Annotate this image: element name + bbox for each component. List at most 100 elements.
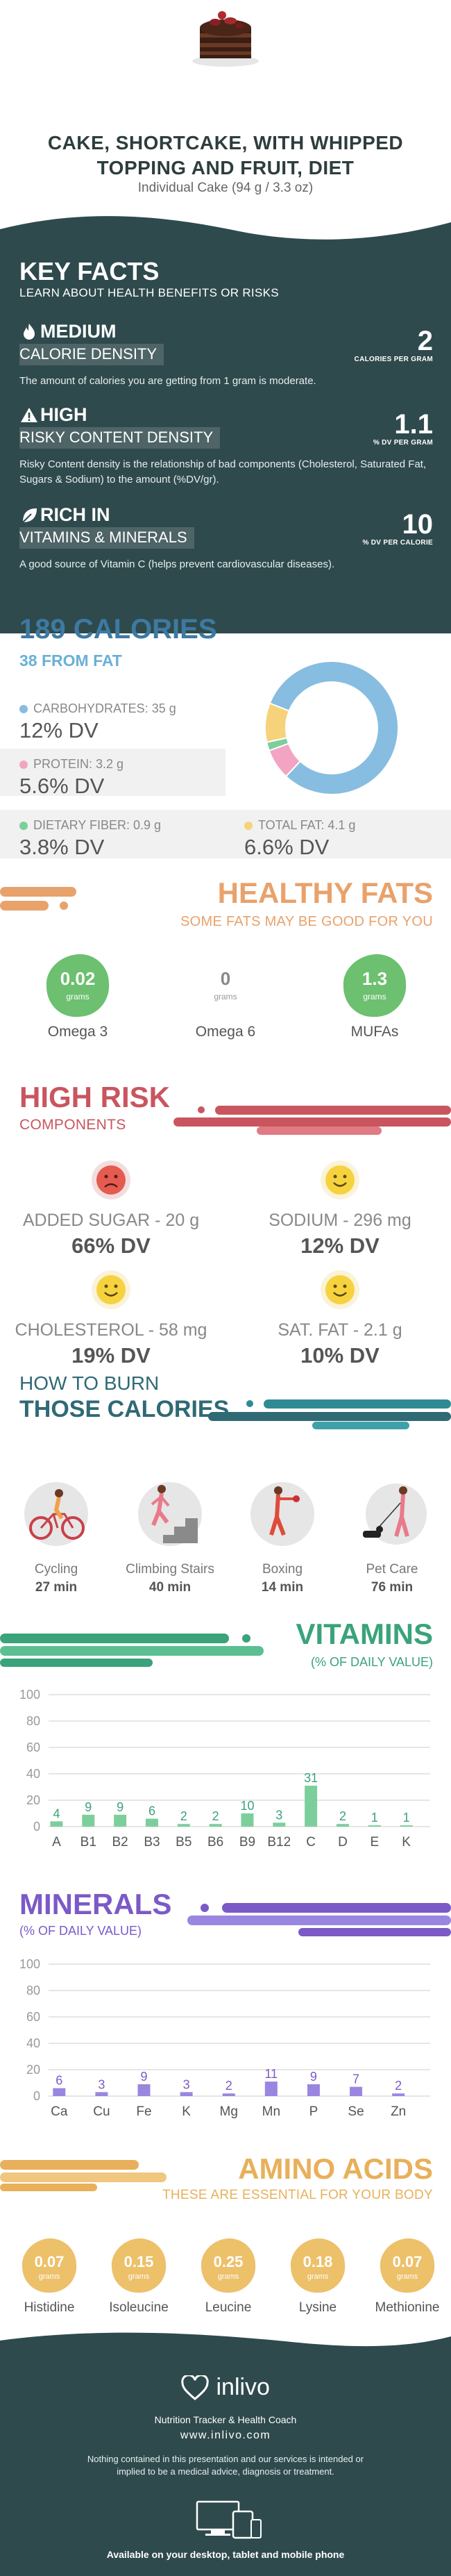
vitamins-decor bbox=[0, 1634, 264, 1667]
vitamins-category-label-B6: B6 bbox=[207, 1835, 223, 1850]
brand-logo: inlivo bbox=[0, 2373, 451, 2401]
minerals-category-label-Fe: Fe bbox=[136, 2104, 151, 2119]
risk-item-sodium: SODIUM - 296 mg 12% DV bbox=[236, 1160, 444, 1258]
boxing-minutes: 14 min bbox=[261, 1580, 304, 1595]
minerals-category-label-Ca: Ca bbox=[51, 2104, 68, 2119]
vitamins-category-label-E: E bbox=[370, 1835, 379, 1850]
cholesterol-label: CHOLESTEROL - 58 mg bbox=[15, 1320, 207, 1340]
protein-dot-icon bbox=[19, 760, 28, 769]
minerals-subtitle: (% OF DAILY VALUE) bbox=[19, 1924, 142, 1938]
sodium-label: SODIUM - 296 mg bbox=[269, 1211, 411, 1230]
boxing-icon bbox=[250, 1482, 314, 1546]
amino-blob-icon bbox=[111, 2238, 167, 2293]
vitamins-title: VITAMINS bbox=[296, 1618, 433, 1650]
vitamins-minerals-label: VITAMINS & MINERALS bbox=[19, 527, 194, 549]
fat-item-omega-3: 0.02 grams Omega 3 bbox=[29, 952, 126, 1040]
risky-content-fact: HIGH RISKY CONTENT DENSITY 1.1 % DV PER … bbox=[19, 404, 433, 488]
vitamins-value-label-B9: 10 bbox=[240, 1799, 254, 1813]
brand-name: inlivo bbox=[216, 2374, 270, 2400]
calories-title: 189 CALORIES bbox=[19, 614, 217, 645]
vitamins-y-tick-label: 60 bbox=[26, 1740, 40, 1754]
amino-decor bbox=[0, 2160, 167, 2191]
vitamins-y-tick-label: 100 bbox=[19, 1688, 40, 1702]
protein-dv: 5.6% DV bbox=[19, 774, 105, 798]
cholesterol-dv: 19% DV bbox=[71, 1343, 151, 1368]
vitamins-value-label-C: 31 bbox=[304, 1771, 318, 1785]
brand-url[interactable]: www.inlivo.com bbox=[180, 2429, 271, 2441]
carbs-stat: CARBOHYDRATES: 35 g 12% DV bbox=[19, 701, 176, 743]
sad-face-icon bbox=[92, 1161, 130, 1199]
footer: inlivo Nutrition Tracker & Health Coach … bbox=[0, 2332, 451, 2576]
donut-slice-carbs bbox=[269, 660, 399, 795]
fat-item-mufas: 1.3 grams MUFAs bbox=[326, 952, 423, 1040]
stairs-icon bbox=[138, 1482, 202, 1546]
vitamins-bar-B1 bbox=[82, 1814, 95, 1827]
pet-care-name: Pet Care bbox=[366, 1562, 418, 1577]
omega-3-name: Omega 3 bbox=[47, 1024, 108, 1040]
vitamins-y-tick-label: 0 bbox=[33, 1820, 40, 1834]
carbs-label: CARBOHYDRATES: 35 g bbox=[33, 701, 176, 715]
mufas-value: 1.3 bbox=[361, 968, 388, 989]
minerals-bar-Zn bbox=[392, 2093, 405, 2096]
minerals-bar-chart: 0 20 40 60 80 100 6 Ca 3 Cu 9 Fe 3 K 2 Mg 11 Mn 9 P 7 Se 2 Zn bbox=[19, 1957, 430, 2119]
risky-content-unit: % DV PER GRAM bbox=[373, 439, 433, 447]
header: CAKE, SHORTCAKE, WITH WHIPPED TOPPING AN… bbox=[0, 0, 451, 229]
vitamins-y-tick-label: 40 bbox=[26, 1767, 40, 1781]
fat-dv: 6.6% DV bbox=[244, 835, 330, 859]
vitamins-value-label-B6: 2 bbox=[212, 1809, 219, 1823]
vitamins-subtitle: (% OF DAILY VALUE) bbox=[310, 1655, 433, 1669]
activity-cycling: Cycling 27 min bbox=[4, 1479, 108, 1595]
risky-content-level: HIGH bbox=[40, 404, 87, 425]
amino-name: Leucine bbox=[205, 2300, 252, 2315]
minerals-y-tick-label: 100 bbox=[19, 1957, 40, 1971]
omega-6-name: Omega 6 bbox=[195, 1024, 256, 1040]
fat-dot-icon bbox=[244, 821, 253, 830]
vitamins-bar-K bbox=[400, 1825, 413, 1827]
amino-unit: grams bbox=[396, 2272, 418, 2281]
vitamins-value-label-A: 4 bbox=[53, 1806, 60, 1820]
fiber-dv: 3.8% DV bbox=[19, 835, 105, 859]
vitamins-category-label-K: K bbox=[402, 1835, 411, 1850]
activity-stairs: Climbing Stairs 40 min bbox=[118, 1479, 222, 1595]
burn-decor bbox=[208, 1399, 451, 1429]
vitamins-category-label-B3: B3 bbox=[144, 1835, 160, 1850]
vitamins-bar-E bbox=[368, 1825, 381, 1827]
title-line-1: CAKE, SHORTCAKE, WITH WHIPPED bbox=[47, 132, 404, 153]
cycling-name: Cycling bbox=[34, 1562, 78, 1577]
burn-title-line-1: HOW TO BURN bbox=[19, 1372, 160, 1394]
high-risk-title: HIGH RISK bbox=[19, 1081, 171, 1113]
amino-name: Methionine bbox=[375, 2300, 440, 2315]
protein-band bbox=[0, 749, 226, 796]
activity-pet-care: Pet Care 76 min bbox=[340, 1479, 444, 1595]
calorie-density-unit: CALORIES PER GRAM bbox=[354, 356, 433, 363]
amino-item-methionine: 0.07 grams Methionine bbox=[362, 2236, 451, 2316]
amino-item-histidine: 0.07 grams Histidine bbox=[4, 2236, 94, 2316]
boxing-name: Boxing bbox=[262, 1562, 303, 1577]
vitamins-category-label-B1: B1 bbox=[80, 1835, 96, 1850]
brand-tagline: Nutrition Tracker & Health Coach bbox=[154, 2414, 297, 2425]
vitamins-minerals-unit: % DV PER CALORIE bbox=[362, 539, 433, 547]
vitamins-category-label-B5: B5 bbox=[176, 1835, 192, 1850]
healthy-fats-subtitle: SOME FATS MAY BE GOOD FOR YOU bbox=[180, 914, 433, 929]
omega-6-value: 0 bbox=[220, 968, 231, 989]
heart-logo-icon bbox=[181, 2373, 209, 2400]
minerals-y-tick-label: 0 bbox=[33, 2089, 40, 2103]
omega-3-unit: grams bbox=[66, 992, 90, 1002]
pet-care-minutes: 76 min bbox=[371, 1580, 414, 1595]
vitamins-category-label-C: C bbox=[306, 1835, 316, 1850]
minerals-bar-Ca bbox=[53, 2088, 66, 2096]
fiber-dot-icon bbox=[19, 821, 28, 830]
vitamins-value-label-B3: 6 bbox=[148, 1804, 155, 1818]
leaf-icon bbox=[22, 508, 37, 523]
vitamins-bar-A bbox=[50, 1821, 63, 1827]
mufas-unit: grams bbox=[363, 992, 386, 1002]
amino-value: 0.07 bbox=[392, 2253, 423, 2270]
amino-blob-icon bbox=[22, 2238, 77, 2293]
carbs-dot-icon bbox=[19, 704, 28, 713]
amino-unit: grams bbox=[38, 2272, 60, 2281]
calorie-density-description: The amount of calories you are getting f… bbox=[19, 375, 316, 387]
vitamins-minerals-description: A good source of Vitamin C (helps preven… bbox=[19, 558, 335, 570]
stairs-minutes: 40 min bbox=[148, 1580, 192, 1595]
disclaimer: Nothing contained in this presentation a… bbox=[87, 2454, 364, 2477]
minerals-category-label-Mg: Mg bbox=[220, 2104, 238, 2119]
